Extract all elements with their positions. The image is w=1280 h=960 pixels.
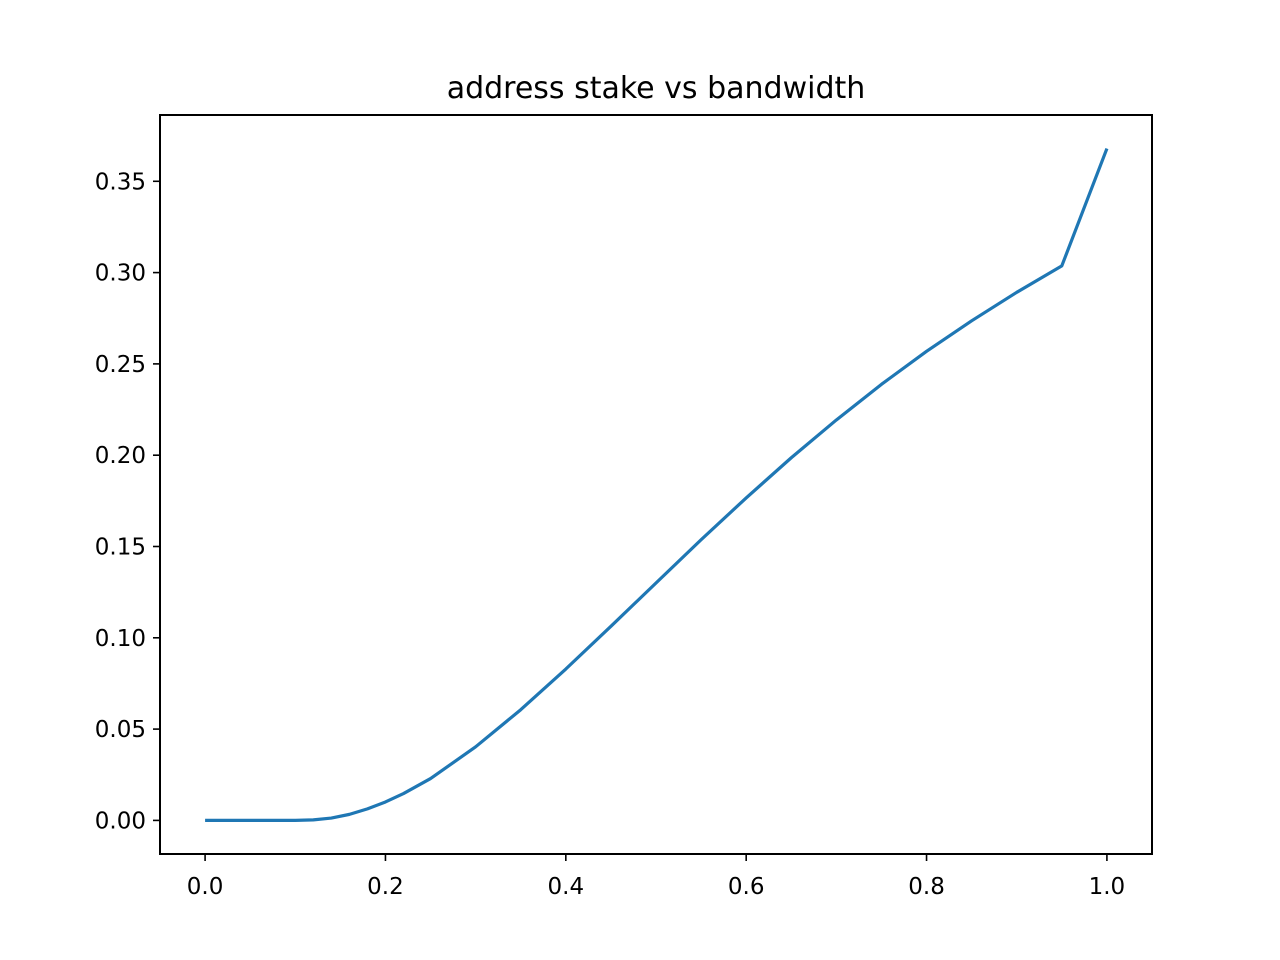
chart-title: address stake vs bandwidth [447, 71, 866, 106]
series-line [205, 148, 1109, 823]
y-tick-label: 0.20 [95, 443, 146, 469]
y-tick-label: 0.35 [95, 169, 146, 195]
y-axis: 0.00 0.05 0.10 0.15 0.20 0.25 0.30 0.35 [95, 169, 160, 834]
y-tick-label: 0.05 [95, 717, 146, 743]
y-tick-label: 0.25 [95, 352, 146, 378]
x-tick-label: 0.6 [728, 874, 765, 900]
x-tick-label: 0.8 [908, 874, 945, 900]
x-tick-label: 1.0 [1089, 874, 1126, 900]
y-tick-label: 0.00 [95, 808, 146, 834]
x-axis: 0.0 0.2 0.4 0.6 0.8 1.0 [187, 854, 1125, 900]
series-layer [205, 148, 1109, 823]
y-tick-label: 0.10 [95, 626, 146, 652]
y-tick-label: 0.30 [95, 261, 146, 287]
x-tick-label: 0.2 [367, 874, 404, 900]
y-tick-label: 0.15 [95, 534, 146, 560]
x-tick-label: 0.4 [548, 874, 585, 900]
plot-area [159, 114, 1153, 855]
x-tick-label: 0.0 [187, 874, 224, 900]
